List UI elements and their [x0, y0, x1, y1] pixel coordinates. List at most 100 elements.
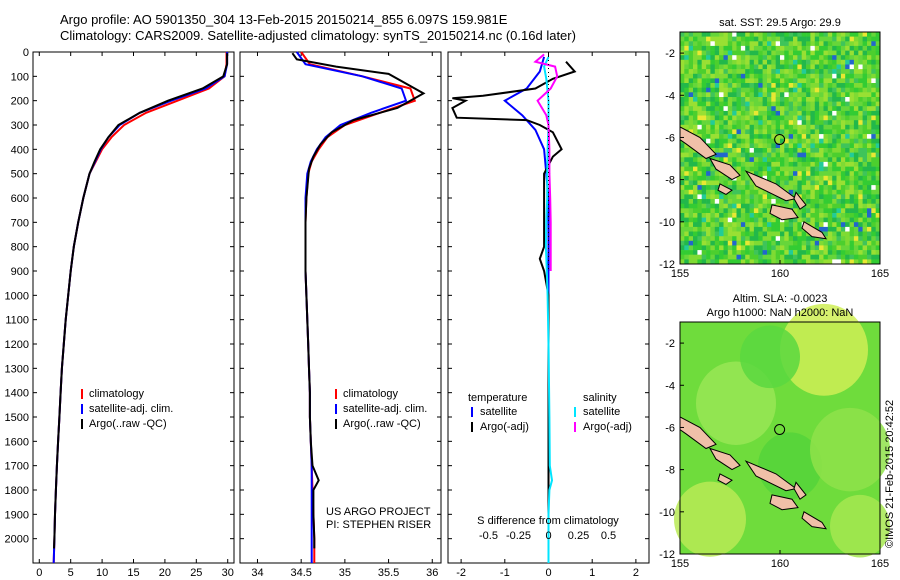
sst-cell — [832, 120, 837, 126]
sst-cell — [784, 97, 789, 102]
sst-cell — [714, 64, 720, 70]
sst-cell — [853, 55, 859, 61]
sst-cell — [853, 120, 859, 126]
sst-cell — [688, 120, 694, 126]
sst-cell — [853, 69, 859, 75]
sst-cell — [719, 64, 724, 70]
sst-cell — [827, 32, 833, 37]
sst-cell — [853, 78, 859, 84]
sst-cell — [806, 143, 811, 149]
sst-cell — [753, 50, 759, 56]
sst-cell — [862, 259, 868, 265]
sst-cell — [745, 259, 750, 265]
sst-cell — [784, 222, 789, 228]
sst-cell — [853, 254, 859, 260]
sst-cell — [871, 138, 876, 144]
sst-cell — [784, 245, 789, 251]
sst-cell — [819, 222, 824, 228]
sst-cell — [745, 115, 750, 121]
sst-cell — [762, 73, 768, 79]
legend-label: climatology — [89, 388, 145, 400]
sst-cell — [784, 92, 789, 98]
sst-cell — [797, 55, 803, 61]
sst-cell — [727, 236, 733, 242]
sst-cell — [758, 199, 763, 204]
sst-cell — [688, 189, 694, 195]
sst-cell — [697, 59, 703, 65]
sst-cell — [788, 69, 794, 75]
sst-cell — [767, 213, 772, 218]
sst-cell — [845, 250, 850, 256]
x-tick-label: 36 — [426, 567, 438, 579]
sst-cell — [875, 129, 881, 135]
sst-cell — [840, 59, 846, 65]
sst-cell — [814, 138, 820, 144]
sst-cell — [819, 226, 824, 232]
sst-cell — [706, 45, 711, 51]
sst-cell — [753, 97, 759, 102]
sst-cell — [875, 236, 881, 242]
legend-label: satellite-adj. clim. — [89, 403, 173, 415]
x-tick-label: -2 — [456, 567, 466, 579]
sst-cell — [767, 78, 772, 84]
sst-cell — [788, 171, 794, 177]
sst-cell — [714, 134, 720, 140]
sst-cell — [853, 97, 859, 102]
sst-cell — [780, 69, 785, 75]
sst-cell — [723, 106, 729, 112]
sst-cell — [732, 189, 737, 195]
sst-cell — [714, 213, 720, 218]
sst-cell — [793, 32, 798, 37]
sst-cell — [836, 32, 842, 37]
sst-cell — [845, 143, 850, 149]
sst-cell — [845, 236, 850, 242]
sst-cell — [680, 217, 685, 223]
sst-cell — [853, 208, 859, 214]
sst-cell — [814, 45, 820, 51]
sst-cell — [775, 161, 781, 167]
sst-cell — [727, 213, 733, 218]
sst-cell — [836, 101, 842, 107]
sst-cell — [710, 41, 716, 47]
sst-cell — [845, 171, 850, 177]
sst-cell — [871, 97, 876, 102]
sst-cell — [832, 189, 837, 195]
sst-cell — [867, 240, 872, 246]
sst-cell — [788, 87, 794, 93]
sst-cell — [793, 59, 798, 65]
sst-cell — [862, 231, 868, 237]
y-tick-label: 1100 — [5, 315, 29, 327]
sst-cell — [684, 87, 689, 93]
sst-cell — [819, 69, 824, 75]
sst-cell — [701, 124, 707, 130]
sst-cell — [723, 73, 729, 79]
sst-cell — [862, 59, 868, 65]
sst-cell — [727, 226, 733, 232]
sst-cell — [749, 180, 755, 186]
sst-cell — [732, 92, 737, 98]
sst-cell — [762, 83, 768, 88]
sst-cell — [784, 231, 789, 237]
sst-cell — [775, 106, 781, 112]
sst-cell — [862, 199, 868, 204]
sst-cell — [849, 226, 855, 232]
sst-cell — [797, 217, 803, 223]
sst-cell — [823, 36, 829, 42]
sst-cell — [810, 213, 816, 218]
sst-cell — [871, 87, 876, 93]
sst-cell — [840, 129, 846, 135]
sst-cell — [723, 138, 729, 144]
sst-cell — [867, 217, 872, 223]
sst-cell — [710, 231, 716, 237]
sst-cell — [745, 213, 750, 218]
sst-cell — [867, 138, 872, 144]
sst-cell — [836, 64, 842, 70]
sst-cell — [819, 254, 824, 260]
sst-cell — [862, 213, 868, 218]
sst-cell — [867, 129, 872, 135]
sst-cell — [736, 64, 742, 70]
sst-cell — [740, 83, 746, 88]
sst-cell — [871, 134, 876, 140]
y-tick-label: 1500 — [5, 412, 29, 424]
series-line — [533, 53, 559, 271]
